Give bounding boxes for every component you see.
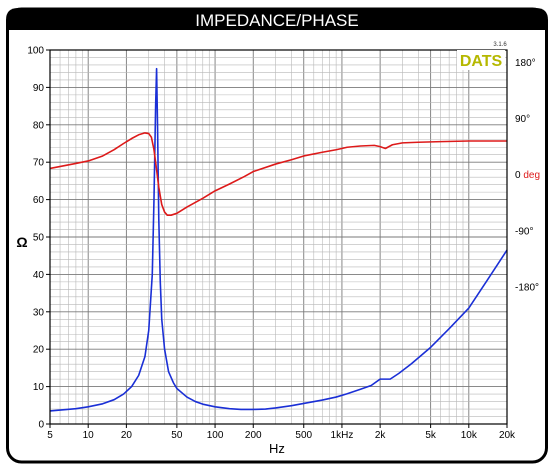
x-axis-ticks: 5 10 20 50 100 200 500 1kHz 2k 5k 10k 20k bbox=[47, 424, 516, 441]
x-tick-label: 2k bbox=[375, 430, 387, 441]
y2-axis-ticks: 180° 90° 0 deg -90° -180° bbox=[515, 58, 540, 293]
dats-badge-background bbox=[457, 50, 505, 70]
phase-series-line bbox=[49, 132, 507, 216]
x-tick-label: 10k bbox=[461, 430, 478, 441]
x-tick-label: 200 bbox=[245, 430, 262, 441]
y-tick-label: 60 bbox=[33, 195, 45, 206]
y-tick-label: 100 bbox=[27, 46, 44, 57]
y-axis-ticks: 0 10 20 30 40 50 60 70 80 90 100 bbox=[27, 46, 50, 431]
chart-frame bbox=[6, 7, 548, 464]
plot-area bbox=[49, 49, 508, 425]
y-tick-label: 70 bbox=[33, 158, 45, 169]
impedance-series-line bbox=[49, 67, 508, 412]
y-tick-label: 10 bbox=[33, 382, 45, 393]
x-tick-label: 10 bbox=[83, 430, 95, 441]
y2-tick-label: 180° bbox=[515, 58, 536, 69]
y-tick-label: 30 bbox=[33, 307, 45, 318]
y-tick-label: 20 bbox=[33, 345, 45, 356]
grid-lines bbox=[50, 50, 507, 424]
y-tick-label: 40 bbox=[33, 270, 45, 281]
dats-logo-text: DATS bbox=[460, 53, 503, 70]
dats-badge: DATS 3.1.6 bbox=[457, 42, 507, 70]
x-tick-label: 500 bbox=[295, 430, 312, 441]
title-bar bbox=[6, 8, 548, 30]
x-tick-label: 5k bbox=[425, 430, 437, 441]
series-group bbox=[49, 67, 508, 412]
x-tick-label: 20 bbox=[121, 430, 133, 441]
y-tick-label: 90 bbox=[33, 83, 45, 94]
y2-unit-label: deg bbox=[521, 170, 540, 181]
y2-tick-label: 0 deg bbox=[515, 170, 540, 181]
dats-version: 3.1.6 bbox=[493, 42, 507, 48]
y-tick-label: 50 bbox=[33, 233, 45, 244]
y2-tick-label: 90° bbox=[515, 114, 530, 125]
y2-tick-label: -90° bbox=[515, 226, 533, 237]
x-tick-label: 20k bbox=[499, 430, 516, 441]
x-axis-label: Hz bbox=[269, 441, 285, 456]
y-axis-label: Ω bbox=[16, 234, 27, 250]
x-tick-label: 100 bbox=[207, 430, 224, 441]
y-tick-label: 0 bbox=[38, 420, 44, 431]
x-tick-label: 5 bbox=[47, 430, 53, 441]
chart-title: IMPEDANCE/PHASE bbox=[195, 11, 358, 30]
y-tick-label: 80 bbox=[33, 120, 45, 131]
y2-tick-label: -180° bbox=[515, 282, 539, 293]
x-tick-label: 1kHz bbox=[331, 430, 354, 441]
x-tick-label: 50 bbox=[171, 430, 183, 441]
